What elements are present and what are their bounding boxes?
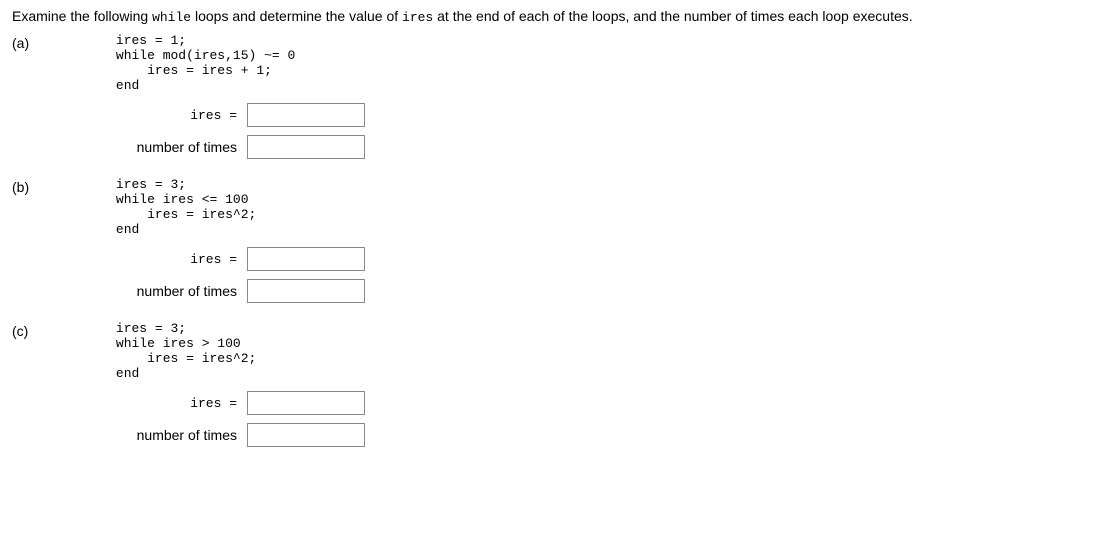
code-line: ires = 1; — [116, 33, 295, 48]
part-a-ires-row: ires = — [52, 103, 1105, 127]
part-b-times-input[interactable] — [247, 279, 365, 303]
code-line: while ires > 100 — [116, 336, 256, 351]
part-a-code: ires = 1; while mod(ires,15) ~= 0 ires =… — [116, 33, 295, 93]
intro-kw-ires: ires — [402, 10, 433, 25]
part-a-times-row: number of times — [52, 135, 1105, 159]
part-a-label: (a) — [12, 33, 112, 51]
code-line: end — [116, 78, 295, 93]
code-line: ires = ires + 1; — [116, 63, 295, 78]
part-a-answers: ires = number of times — [52, 103, 1105, 159]
part-c: (c) ires = 3; while ires > 100 ires = ir… — [12, 321, 1105, 447]
part-b-answers: ires = number of times — [52, 247, 1105, 303]
part-c-label: (c) — [12, 321, 112, 339]
ires-label: ires = — [52, 396, 247, 411]
part-b-label: (b) — [12, 177, 112, 195]
code-line: ires = ires^2; — [116, 351, 256, 366]
part-c-times-row: number of times — [52, 423, 1105, 447]
code-line: end — [116, 222, 256, 237]
part-a-ires-input[interactable] — [247, 103, 365, 127]
ires-label: ires = — [52, 252, 247, 267]
part-a-times-input[interactable] — [247, 135, 365, 159]
part-b-ires-row: ires = — [52, 247, 1105, 271]
code-line: ires = ires^2; — [116, 207, 256, 222]
part-c-code: ires = 3; while ires > 100 ires = ires^2… — [116, 321, 256, 381]
part-c-times-input[interactable] — [247, 423, 365, 447]
code-line: ires = 3; — [116, 177, 256, 192]
intro-suffix: at the end of each of the loops, and the… — [433, 8, 912, 24]
part-b-code: ires = 3; while ires <= 100 ires = ires^… — [116, 177, 256, 237]
intro-prefix: Examine the following — [12, 8, 152, 24]
part-c-answers: ires = number of times — [52, 391, 1105, 447]
part-b-times-row: number of times — [52, 279, 1105, 303]
code-line: end — [116, 366, 256, 381]
ires-label: ires = — [52, 108, 247, 123]
part-a: (a) ires = 1; while mod(ires,15) ~= 0 ir… — [12, 33, 1105, 159]
part-b: (b) ires = 3; while ires <= 100 ires = i… — [12, 177, 1105, 303]
code-line: while ires <= 100 — [116, 192, 256, 207]
instructions: Examine the following while loops and de… — [12, 8, 1105, 25]
part-c-ires-row: ires = — [52, 391, 1105, 415]
intro-kw-while: while — [152, 10, 191, 25]
part-b-ires-input[interactable] — [247, 247, 365, 271]
intro-mid: loops and determine the value of — [191, 8, 402, 24]
code-line: while mod(ires,15) ~= 0 — [116, 48, 295, 63]
times-label: number of times — [52, 283, 247, 299]
times-label: number of times — [52, 427, 247, 443]
part-c-ires-input[interactable] — [247, 391, 365, 415]
times-label: number of times — [52, 139, 247, 155]
code-line: ires = 3; — [116, 321, 256, 336]
